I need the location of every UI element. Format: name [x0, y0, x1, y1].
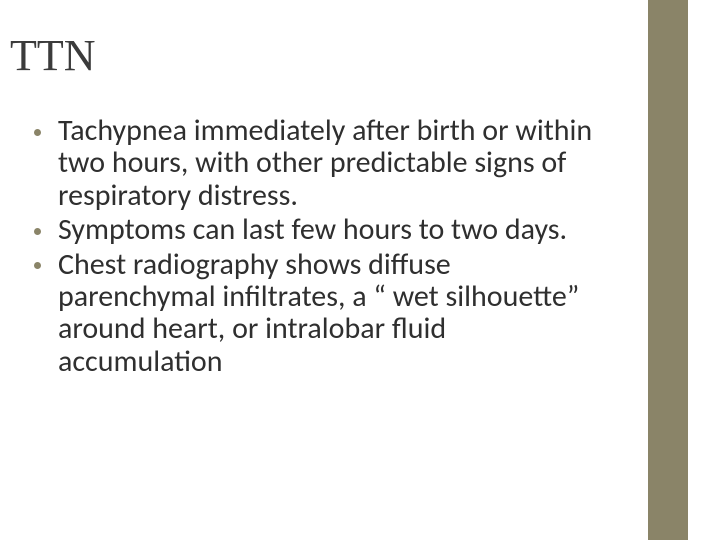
bullet-text: Chest radiography shows diffuse parenchy… — [58, 246, 579, 380]
slide-body: Tachypnea immediately after birth or wit… — [30, 115, 600, 380]
list-item: Symptoms can last few hours to two days. — [30, 214, 600, 246]
slide: TTN Tachypnea immediately after birth or… — [0, 0, 720, 540]
list-item: Chest radiography shows diffuse parenchy… — [30, 249, 600, 379]
bullet-text: Tachypnea immediately after birth or wit… — [58, 112, 592, 214]
bullet-icon — [34, 129, 41, 136]
bullet-text: Symptoms can last few hours to two days. — [58, 211, 567, 248]
bullet-icon — [34, 228, 41, 235]
bullet-list: Tachypnea immediately after birth or wit… — [30, 115, 600, 378]
list-item: Tachypnea immediately after birth or wit… — [30, 115, 600, 212]
accent-bar — [648, 0, 688, 540]
slide-title: TTN — [10, 30, 96, 81]
bullet-icon — [34, 262, 41, 269]
